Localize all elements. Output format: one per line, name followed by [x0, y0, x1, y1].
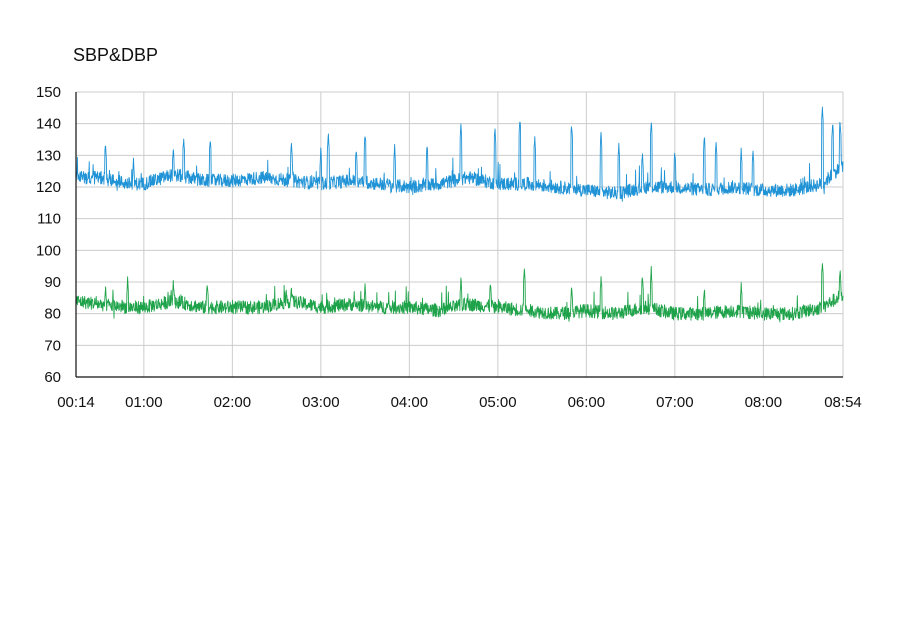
x-tick-label: 01:00 [125, 394, 163, 411]
y-tick-label: 120 [36, 179, 61, 196]
x-tick-label: 03:00 [302, 394, 340, 411]
chart-title: SBP&DBP [73, 45, 159, 65]
y-tick-label: 100 [36, 242, 61, 259]
x-tick-label: 02:00 [214, 394, 252, 411]
x-tick-label: 05:00 [479, 394, 517, 411]
y-tick-label: 70 [44, 337, 61, 354]
x-tick-label: 04:00 [391, 394, 429, 411]
grid-lines [76, 91, 844, 377]
y-tick-label: 110 [37, 211, 61, 228]
x-tick-label: 06:00 [568, 394, 606, 411]
sbp-series-line [75, 106, 844, 202]
dbp-series-line [75, 263, 844, 323]
y-tick-labels: 60 70 80 90 100 110 120 130 140 150 [36, 84, 61, 386]
y-tick-label: 60 [44, 369, 61, 386]
y-tick-label: 80 [44, 306, 61, 323]
x-tick-label: 08:00 [745, 394, 783, 411]
y-tick-label: 130 [36, 147, 61, 164]
y-tick-label: 150 [36, 84, 61, 101]
x-tick-labels: 00:14 01:00 02:00 03:00 04:00 05:00 06:00 07:00… [57, 394, 862, 411]
y-tick-label: 90 [44, 274, 61, 291]
y-tick-label: 140 [36, 116, 61, 133]
x-tick-label: 00:14 [57, 394, 95, 411]
axes [75, 92, 843, 378]
series-layer [75, 106, 844, 323]
x-tick-label: 07:00 [656, 394, 694, 411]
x-tick-label: 08:54 [824, 394, 862, 411]
